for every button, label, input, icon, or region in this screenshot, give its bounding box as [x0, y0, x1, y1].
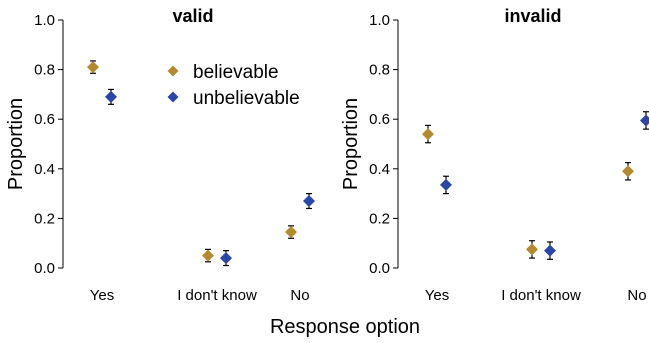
data-point-unbelievable: [220, 252, 232, 265]
legend-label: believable: [193, 62, 279, 83]
x-tick-label: Yes: [425, 287, 449, 304]
y-tick-label: 1.0: [369, 12, 390, 29]
data-point-unbelievable: [544, 244, 556, 257]
legend-marker: [167, 65, 179, 77]
y-tick-label: 0.8: [369, 62, 390, 79]
data-point-believable: [622, 165, 634, 178]
data-point-unbelievable: [105, 90, 117, 103]
data-point-unbelievable: [440, 178, 452, 191]
y-tick-label: 0.6: [369, 111, 390, 128]
x-tick-label: No: [627, 287, 646, 304]
data-point-believable: [422, 128, 434, 141]
chart-title: valid: [172, 6, 213, 26]
panel-1: invalid 0.0 0.2 0.4 0.6 0.8 1.0 Proportion Yes I …: [340, 6, 649, 304]
data-point-believable: [202, 249, 214, 262]
y-tick-label: 0.8: [34, 62, 55, 79]
y-tick-label: 0.4: [34, 161, 55, 178]
legend: believable unbelievable: [167, 62, 300, 109]
data-point-unbelievable: [640, 114, 649, 127]
legend-label: unbelievable: [193, 88, 300, 109]
x-axis-label: Response option: [270, 316, 420, 338]
y-tick-label: 1.0: [34, 12, 55, 29]
y-tick-label: 0.4: [369, 161, 390, 178]
data-point-believable: [87, 61, 99, 74]
y-axis-label: Proportion: [340, 98, 362, 190]
legend-marker: [167, 91, 179, 103]
data-point-believable: [285, 226, 297, 239]
y-tick-label: 0.0: [34, 260, 55, 277]
x-tick-label: I don't know: [501, 287, 581, 304]
y-tick-label: 0.2: [369, 210, 390, 227]
data-point-believable: [526, 243, 538, 256]
x-tick-label: I don't know: [177, 287, 257, 304]
chart-title: invalid: [504, 6, 561, 26]
y-axis-label: Proportion: [5, 98, 27, 190]
x-tick-label: No: [290, 287, 309, 304]
panel-0: valid 0.0 0.2 0.4 0.6 0.8 1.0 Proportion Yes I do…: [5, 6, 315, 304]
y-tick-label: 0.6: [34, 111, 55, 128]
x-tick-label: Yes: [90, 287, 114, 304]
y-tick-label: 0.2: [34, 210, 55, 227]
y-tick-label: 0.0: [369, 260, 390, 277]
data-point-unbelievable: [303, 195, 315, 208]
